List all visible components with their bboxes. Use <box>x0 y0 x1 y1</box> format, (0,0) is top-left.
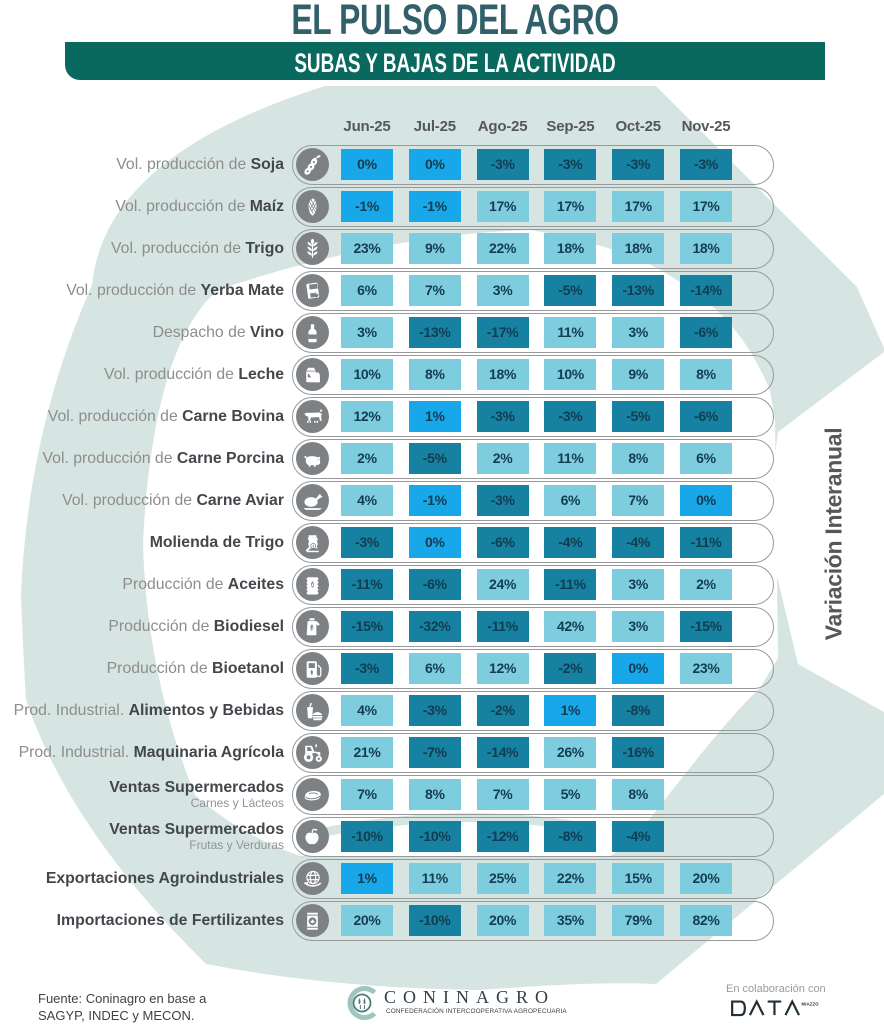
svg-text:MIAZZO: MIAZZO <box>802 1001 820 1006</box>
